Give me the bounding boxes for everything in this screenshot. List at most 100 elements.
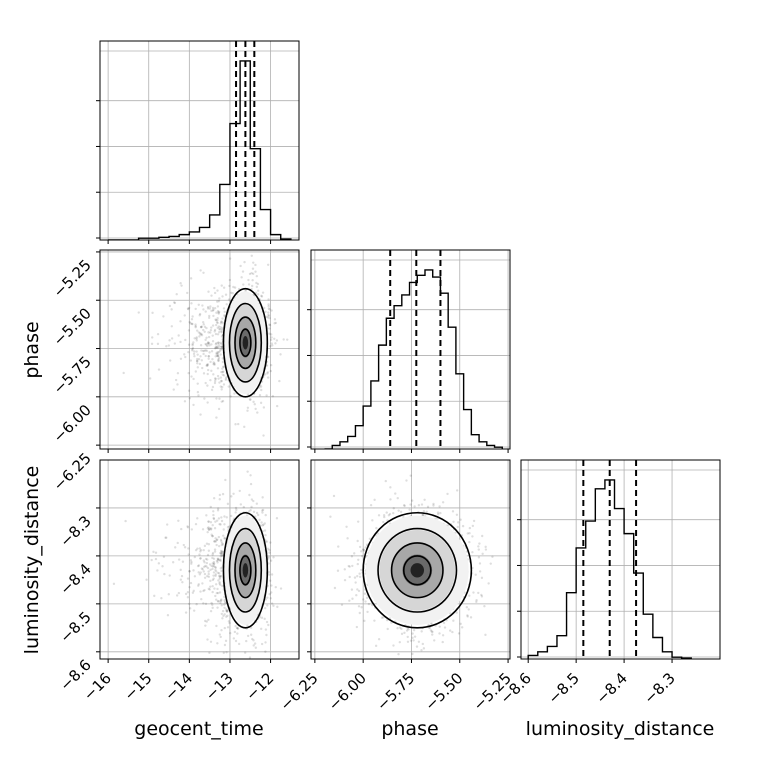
sample-point: [392, 511, 395, 515]
sample-point: [267, 623, 270, 627]
sample-point: [223, 595, 226, 599]
sample-point: [216, 345, 219, 348]
sample-point: [211, 385, 215, 389]
sample-point: [204, 624, 207, 627]
sample-point: [223, 537, 226, 540]
sample-point: [216, 289, 219, 292]
sample-point: [363, 619, 366, 623]
sample-point: [172, 301, 176, 304]
sample-point: [215, 311, 218, 314]
sample-point: [420, 648, 423, 652]
sample-point: [348, 599, 351, 602]
sample-point: [200, 597, 203, 601]
sample-point: [431, 630, 434, 634]
sample-point: [469, 616, 473, 619]
sample-point: [224, 377, 228, 380]
sample-point: [206, 362, 209, 366]
sample-point: [411, 652, 414, 656]
sample-point: [254, 270, 257, 273]
sample-point: [208, 351, 211, 354]
sample-point: [421, 642, 425, 646]
x-tick-label: −5.75: [373, 669, 418, 714]
sample-point: [363, 592, 367, 595]
sample-point: [194, 522, 198, 526]
sample-point: [364, 600, 367, 603]
y-tick-label: −6.00: [50, 401, 95, 446]
sample-point: [218, 345, 221, 348]
sample-point: [196, 517, 199, 520]
sample-point: [206, 344, 209, 348]
sample-point: [170, 308, 173, 311]
sample-point: [214, 355, 217, 358]
sample-point: [202, 602, 205, 605]
sample-point: [209, 579, 212, 583]
sample-point: [207, 316, 211, 320]
sample-point: [224, 639, 228, 643]
sample-point: [220, 284, 223, 287]
sample-point: [192, 377, 195, 381]
sample-point: [222, 614, 225, 618]
x-axis-label: phase: [381, 718, 438, 740]
sample-point: [368, 537, 372, 541]
sample-point: [187, 389, 191, 392]
sample-point: [232, 637, 236, 640]
sample-point: [219, 538, 223, 542]
sample-point: [273, 318, 277, 321]
sample-point: [206, 384, 209, 387]
sample-point: [216, 367, 220, 370]
sample-point: [415, 645, 419, 648]
sample-point: [220, 604, 224, 607]
sample-point: [271, 344, 274, 347]
sample-point: [483, 605, 486, 608]
sample-point: [221, 357, 225, 360]
sample-point: [207, 570, 210, 573]
sample-point: [194, 370, 198, 373]
sample-point: [211, 603, 214, 606]
sample-point: [184, 592, 188, 596]
sample-point: [249, 398, 252, 401]
sample-point: [206, 364, 209, 367]
sample-point: [389, 498, 392, 501]
sample-point: [216, 642, 219, 645]
sample-point: [187, 350, 190, 354]
sample-point: [204, 342, 207, 346]
sample-point: [350, 555, 354, 558]
sample-point: [217, 600, 220, 603]
sample-point: [196, 382, 199, 385]
sample-point: [219, 325, 222, 329]
sample-point: [238, 489, 241, 493]
sample-point: [212, 517, 216, 521]
histogram-phase: [324, 269, 503, 449]
sample-point: [260, 642, 264, 646]
histogram-luminosity_distance: [527, 479, 692, 659]
sample-point: [220, 540, 223, 543]
sample-point: [446, 492, 449, 496]
sample-point: [187, 547, 190, 550]
sample-point: [343, 568, 346, 571]
sample-point: [199, 269, 202, 272]
sample-point: [202, 570, 205, 573]
sample-point: [207, 290, 210, 293]
sample-point: [210, 388, 214, 392]
sample-point: [211, 551, 215, 555]
sample-point: [357, 605, 361, 608]
sample-point: [263, 529, 267, 532]
sample-point: [214, 566, 217, 569]
sample-point: [223, 523, 226, 526]
sample-point: [256, 282, 260, 286]
sample-point: [181, 560, 185, 563]
y-tick-label: −8.3: [56, 512, 94, 550]
sample-point: [216, 587, 219, 591]
sample-point: [220, 379, 223, 382]
sample-point: [221, 317, 224, 320]
sample-point: [222, 534, 225, 537]
sample-point: [371, 519, 374, 522]
sample-point: [217, 574, 221, 578]
sample-point: [216, 606, 219, 609]
sample-point: [152, 550, 155, 554]
sample-point: [468, 540, 471, 544]
sample-point: [216, 538, 219, 541]
sample-point: [220, 342, 223, 346]
sample-point: [219, 385, 223, 388]
sample-point: [195, 350, 198, 353]
